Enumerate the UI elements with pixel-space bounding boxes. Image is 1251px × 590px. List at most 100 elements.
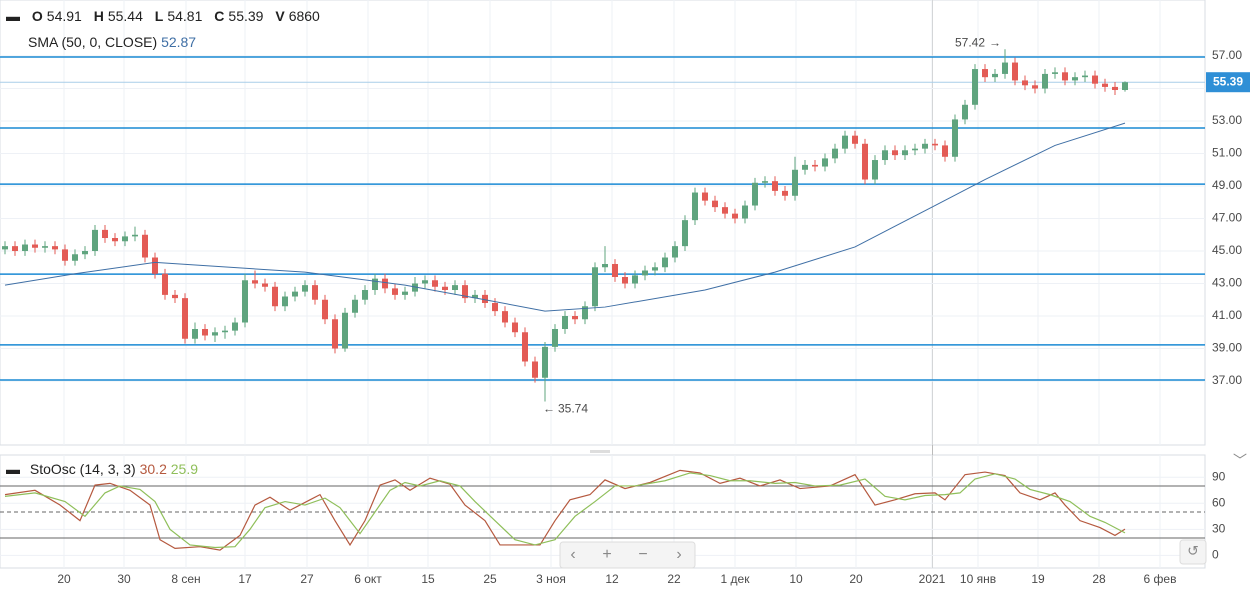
candle-body [192, 328, 198, 339]
candle-body [442, 286, 448, 291]
candle-body [1062, 72, 1068, 81]
candle-body [762, 181, 768, 183]
candle-body [582, 306, 588, 320]
candle-body [172, 294, 178, 299]
candle-body [952, 119, 958, 157]
y-tick-label: 30 [1212, 521, 1226, 535]
scroll-right[interactable]: › [676, 546, 681, 563]
candle-body [202, 328, 208, 336]
value: 25.9 [170, 461, 198, 477]
candle-body [62, 249, 68, 261]
navigation[interactable]: ‹ + − › [559, 541, 696, 569]
y-tick-label: 0 [1212, 548, 1219, 562]
candle-body [812, 164, 818, 167]
ohlc-header: ▬ O 54.91 H 55.44 L 54.81 C 55.39 V 6860 [6, 8, 320, 24]
min-annotation: 35.74 [558, 402, 588, 416]
value: 54.81 [167, 8, 203, 24]
candle-body [842, 135, 848, 149]
candle-body [152, 257, 158, 274]
candle-body [482, 294, 488, 304]
candle-body [292, 291, 298, 297]
candle-body [672, 246, 678, 258]
y-tick-label: 90 [1212, 469, 1226, 483]
candle-body [542, 346, 548, 378]
x-tick-label: 2021 [919, 572, 946, 586]
y-tick-label: 60 [1212, 495, 1226, 509]
candle-body [362, 290, 368, 300]
zoom-in[interactable]: + [602, 546, 611, 563]
candle-body [222, 330, 228, 333]
candle-body [312, 285, 318, 300]
candle-body [252, 280, 258, 284]
candle-body [432, 280, 438, 287]
candle-body [32, 244, 38, 248]
candle-body [502, 311, 508, 323]
value: 55.44 [107, 8, 143, 24]
x-tick-label: 15 [421, 572, 435, 586]
last-price-box [1206, 72, 1250, 93]
candle-body [522, 332, 528, 362]
candle-body [1112, 86, 1118, 91]
y-tick-label: 43.00 [1212, 276, 1242, 290]
candle-body [42, 246, 48, 248]
pane-splitter[interactable] [590, 450, 610, 453]
y-tick-label: 53.00 [1212, 113, 1242, 127]
candle-body [372, 278, 378, 291]
candle-body [872, 160, 878, 180]
candle-body [782, 190, 788, 196]
candle-body [1102, 83, 1108, 87]
y-tick-label: 47.00 [1212, 211, 1242, 225]
y-tick-label: 41.00 [1212, 308, 1242, 322]
candle-body [412, 283, 418, 292]
sma-line [4, 122, 1126, 312]
scroll-left[interactable]: ‹ [570, 546, 575, 563]
candle-body [712, 200, 718, 208]
candle-body [1082, 75, 1088, 78]
collapse-icon[interactable]: ﹀ [1233, 453, 1247, 469]
candle-body [902, 150, 908, 156]
candle-body [1032, 85, 1038, 89]
candle-body [1092, 75, 1098, 84]
candle-body [82, 251, 88, 255]
x-tick-label: 20 [57, 572, 71, 586]
y-tick-label: 51.00 [1212, 146, 1242, 160]
candle-body [512, 322, 518, 333]
candle-body [182, 298, 188, 339]
reset-button[interactable] [1179, 539, 1207, 565]
candle-body [1072, 77, 1078, 81]
candle-body [492, 303, 498, 312]
candle-body [592, 267, 598, 307]
candle-body [752, 182, 758, 206]
value: 6860 [288, 8, 320, 24]
label: C [214, 8, 225, 24]
x-tick-label: 19 [1031, 572, 1045, 586]
candle-body [722, 207, 728, 214]
y-tick-label: 37.00 [1212, 373, 1242, 387]
reset-icon[interactable]: ↺ [1187, 543, 1199, 559]
candle-body [622, 277, 628, 284]
candle-body [702, 192, 708, 201]
candle-body [102, 229, 108, 239]
candle-body [832, 148, 838, 159]
candle-body [132, 234, 138, 237]
x-tick-label: 30 [117, 572, 131, 586]
candle-body [272, 286, 278, 307]
label: L [154, 8, 164, 24]
candle-body [382, 278, 388, 289]
candle-body [2, 246, 8, 250]
candle-body [852, 135, 858, 144]
candle-body [282, 296, 288, 307]
oscillator-line [4, 472, 1126, 549]
sma-legend: SMA (50, 0, CLOSE) 52.87 [28, 34, 196, 50]
candle-body [302, 285, 308, 292]
oscillator-line [4, 469, 1126, 551]
zoom-out[interactable]: − [638, 546, 647, 563]
candle-body [262, 283, 268, 287]
candle-body [972, 69, 978, 105]
label: SMA (50, 0, CLOSE) [28, 34, 158, 50]
x-tick-label: 27 [300, 572, 314, 586]
candle-body [22, 244, 28, 252]
candle-body [532, 361, 538, 378]
label: StoOsc (14, 3, 3) [29, 461, 136, 477]
label: O [31, 8, 43, 24]
